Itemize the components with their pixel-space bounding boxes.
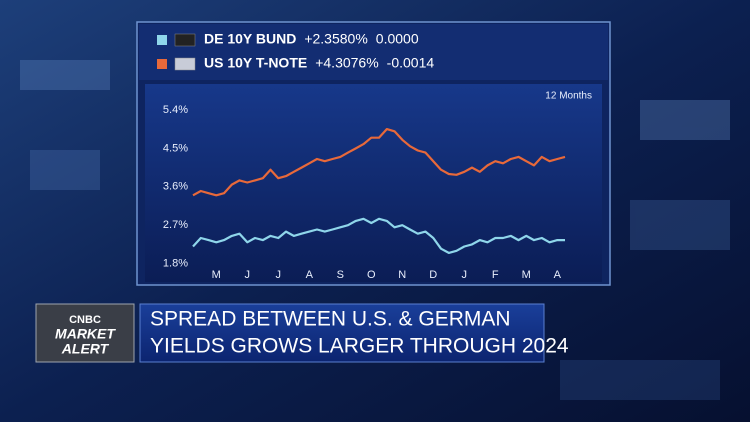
- legend-swatch: [157, 35, 167, 45]
- legend-change: 0.0000: [376, 31, 419, 47]
- plot-area: [145, 84, 602, 282]
- x-tick-label: O: [367, 269, 376, 281]
- y-tick-label: 4.5%: [163, 142, 188, 154]
- legend-change: -0.0014: [387, 55, 435, 71]
- flag: [174, 57, 196, 71]
- x-tick-label: J: [276, 269, 282, 281]
- legend-swatch: [157, 59, 167, 69]
- logo-box: [35, 303, 135, 363]
- y-tick-label: 3.6%: [163, 181, 188, 193]
- x-tick-label: M: [522, 269, 531, 281]
- headline-line: SPREAD BETWEEN U.S. & GERMAN: [150, 308, 511, 331]
- studio-decor: [20, 60, 730, 400]
- x-tick-label: M: [212, 269, 221, 281]
- series-line: [192, 217, 565, 254]
- y-tick-label: 1.8%: [163, 258, 188, 270]
- x-tick-label: D: [429, 269, 437, 281]
- x-tick-label: A: [306, 269, 314, 281]
- y-tick-label: 2.7%: [163, 219, 188, 231]
- logo-brand: CNBC: [69, 314, 101, 326]
- legend-header: [139, 24, 608, 80]
- legend-last: +4.3076%: [315, 55, 378, 71]
- x-tick-label: J: [245, 269, 251, 281]
- x-tick-label: J: [462, 269, 468, 281]
- headline-line: YIELDS GROWS LARGER THROUGH 2024: [150, 335, 569, 358]
- x-tick-label: S: [337, 269, 344, 281]
- legend-name: DE 10Y BUND: [204, 31, 296, 47]
- logo-line: MARKET: [55, 326, 116, 342]
- x-tick-label: F: [492, 269, 499, 281]
- y-tick-label: 5.4%: [163, 104, 188, 116]
- legend-name: US 10Y T-NOTE: [204, 55, 307, 71]
- series-line: [192, 128, 566, 197]
- period-label: 12 Months: [545, 91, 592, 102]
- headline-banner: [139, 303, 545, 363]
- flag: [174, 33, 196, 47]
- x-tick-label: N: [398, 269, 406, 281]
- legend-last: +2.3580%: [304, 31, 367, 47]
- logo-line: ALERT: [61, 341, 110, 357]
- x-tick-label: A: [554, 269, 562, 281]
